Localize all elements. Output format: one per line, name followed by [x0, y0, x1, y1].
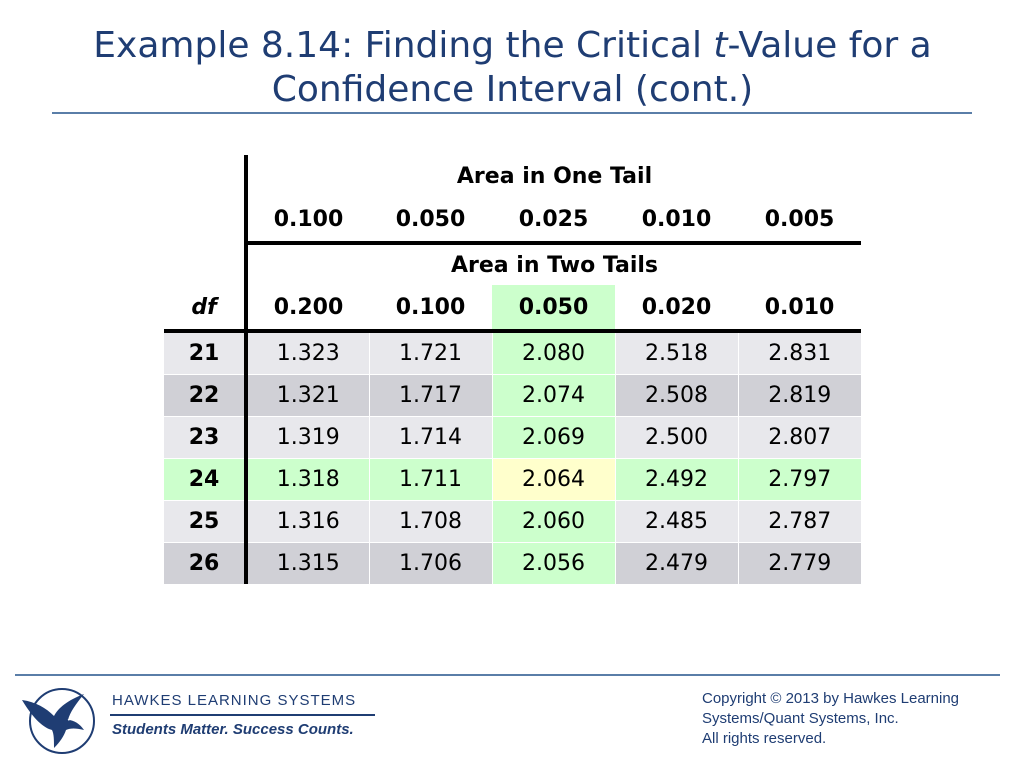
t-value-cell: 2.074	[491, 374, 615, 417]
t-value-cell: 2.485	[614, 500, 738, 543]
one-tail-value: 0.025	[492, 197, 615, 245]
title-italic-t: t	[713, 25, 728, 66]
one-tail-value: 0.100	[246, 197, 369, 245]
one-tail-value: 0.010	[615, 197, 738, 245]
critical-t-value-cell: 2.064	[491, 458, 615, 501]
t-value-cell: 2.518	[614, 330, 738, 375]
header-row-two-tail-values: df 0.200 0.100 0.050 0.020 0.010	[164, 285, 862, 333]
eagle-logo-icon	[18, 684, 100, 758]
corner-cell	[164, 197, 248, 243]
t-value-cell: 1.323	[245, 330, 369, 375]
df-label: df	[164, 285, 248, 333]
df-cell: 22	[164, 374, 248, 417]
t-value-cell: 2.069	[491, 416, 615, 459]
t-value-cell: 1.711	[368, 458, 492, 501]
t-value-cell: 2.056	[491, 542, 615, 584]
t-value-cell: 2.831	[737, 330, 862, 375]
df-cell: 23	[164, 416, 248, 459]
t-value-cell: 1.315	[245, 542, 369, 584]
two-tail-value: 0.100	[369, 285, 492, 333]
t-value-cell: 1.319	[245, 416, 369, 459]
header-row-one-tail: Area in One Tail	[164, 155, 861, 197]
t-table-container: Area in One Tail 0.100 0.050 0.025 0.010…	[164, 155, 862, 584]
title-suffix: -Value for a	[727, 25, 932, 66]
t-value-cell: 1.706	[368, 542, 492, 584]
table-row: 21 1.323 1.721 2.080 2.518 2.831	[164, 330, 862, 375]
slide-title-line-1: Example 8.14: Finding the Critical t-Val…	[50, 24, 975, 68]
df-cell: 25	[164, 500, 248, 543]
two-tails-label: Area in Two Tails	[450, 252, 659, 278]
two-tail-value: 0.010	[738, 285, 862, 333]
t-value-cell: 2.807	[737, 416, 862, 459]
table-row: 22 1.321 1.717 2.074 2.508 2.819	[164, 374, 862, 417]
t-value-cell: 1.721	[368, 330, 492, 375]
slide-title: Example 8.14: Finding the Critical t-Val…	[50, 24, 975, 112]
copyright-line: Copyright © 2013 by Hawkes Learning	[702, 690, 960, 707]
t-value-cell: 2.779	[737, 542, 862, 584]
t-value-cell: 1.714	[368, 416, 492, 459]
t-value-cell: 1.708	[368, 500, 492, 543]
t-value-cell: 1.717	[368, 374, 492, 417]
copyright-line: All rights reserved.	[702, 730, 827, 747]
two-tail-value-highlighted: 0.050	[492, 285, 615, 333]
table-row: 25 1.316 1.708 2.060 2.485 2.787	[164, 500, 862, 543]
table-row: 23 1.319 1.714 2.069 2.500 2.807	[164, 416, 862, 459]
t-value-cell: 1.318	[245, 458, 369, 501]
corner-cell	[164, 155, 248, 197]
company-underline	[110, 714, 375, 716]
footer-divider	[15, 674, 1000, 676]
one-tail-value: 0.050	[369, 197, 492, 245]
t-value-cell: 2.479	[614, 542, 738, 584]
t-value-cell: 2.787	[737, 500, 862, 543]
t-value-cell: 2.819	[737, 374, 862, 417]
table-row-highlighted: 24 1.318 1.711 2.064 2.492 2.797	[164, 458, 862, 501]
table-row: 26 1.315 1.706 2.056 2.479 2.779	[164, 542, 862, 584]
t-value-cell: 1.321	[245, 374, 369, 417]
t-value-cell: 2.797	[737, 458, 862, 501]
slide-title-line-2: Confidence Interval (cont.)	[271, 69, 754, 110]
t-value-cell: 2.080	[491, 330, 615, 375]
t-value-cell: 2.492	[614, 458, 738, 501]
two-tail-value: 0.200	[246, 285, 369, 333]
df-cell: 26	[164, 542, 248, 584]
corner-cell	[164, 243, 248, 285]
df-cell: 24	[164, 458, 248, 501]
one-tail-label: Area in One Tail	[456, 163, 653, 189]
one-tail-value: 0.005	[738, 197, 862, 245]
t-value-cell: 2.060	[491, 500, 615, 543]
copyright-notice: Copyright © 2013 by Hawkes Learning Syst…	[702, 689, 1012, 749]
t-distribution-table: Area in One Tail 0.100 0.050 0.025 0.010…	[164, 155, 862, 584]
t-value-cell: 2.500	[614, 416, 738, 459]
title-prefix: Example 8.14: Finding the Critical	[93, 25, 714, 66]
copyright-line: Systems/Quant Systems, Inc.	[702, 710, 899, 727]
df-cell: 21	[164, 330, 248, 375]
header-row-two-tails: Area in Two Tails	[164, 243, 861, 285]
company-name: HAWKES LEARNING SYSTEMS	[112, 692, 357, 709]
tagline: Students Matter. Success Counts.	[112, 721, 354, 738]
title-divider	[52, 112, 972, 114]
t-value-cell: 1.316	[245, 500, 369, 543]
header-row-one-tail-values: 0.100 0.050 0.025 0.010 0.005	[164, 197, 862, 245]
t-value-cell: 2.508	[614, 374, 738, 417]
two-tail-value: 0.020	[615, 285, 738, 333]
